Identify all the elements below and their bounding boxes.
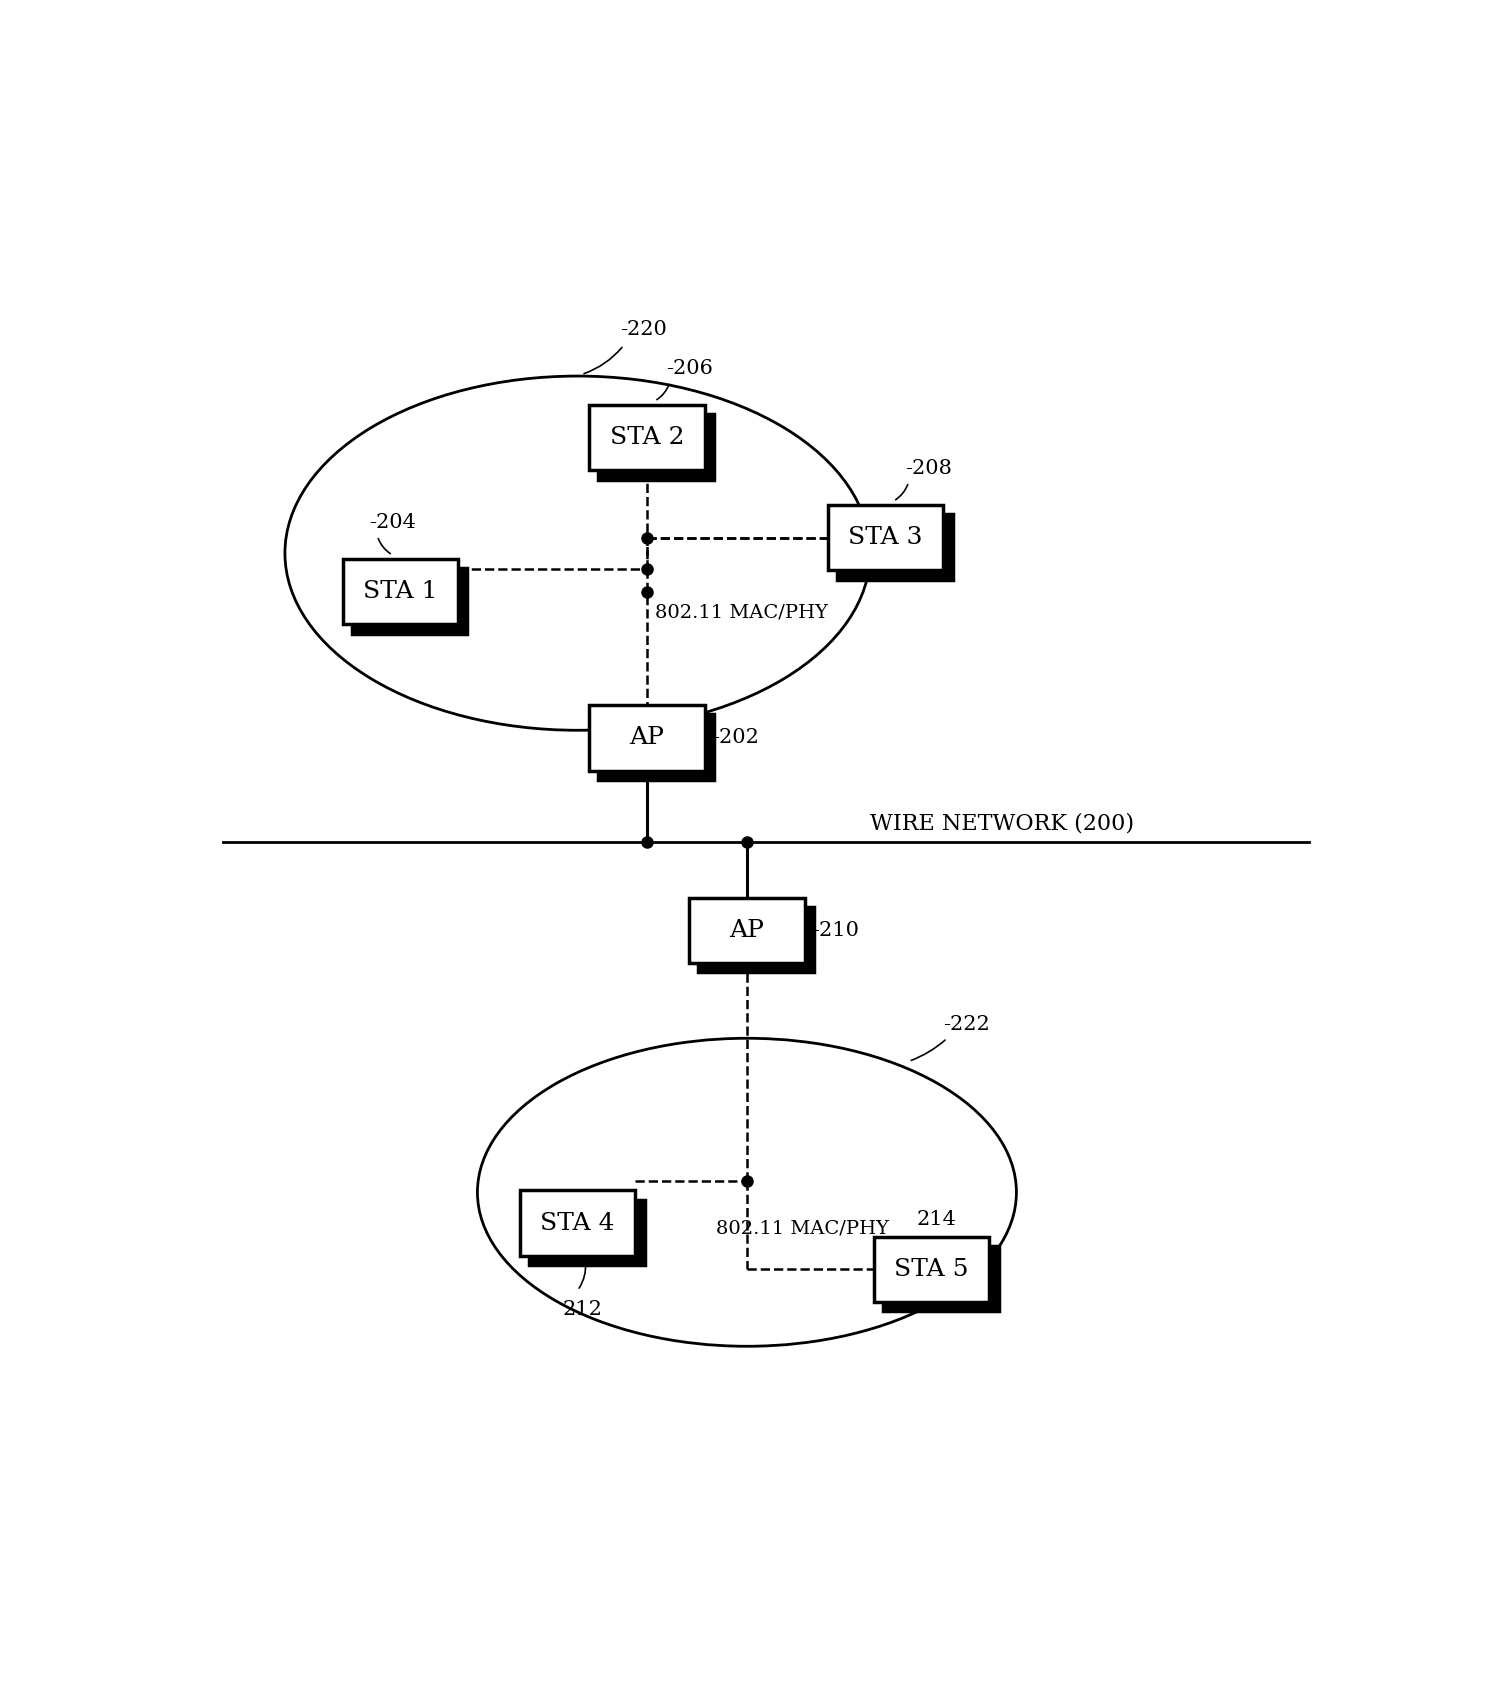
Text: 214: 214 <box>917 1209 956 1230</box>
Text: -204: -204 <box>370 513 417 531</box>
Text: STA 5: STA 5 <box>894 1259 969 1281</box>
FancyBboxPatch shape <box>352 569 468 634</box>
Ellipse shape <box>285 376 870 731</box>
Text: STA 4: STA 4 <box>541 1211 615 1235</box>
Text: WIRE NETWORK (200): WIRE NETWORK (200) <box>870 812 1134 834</box>
Text: -208: -208 <box>904 460 951 479</box>
Text: 212: 212 <box>562 1299 602 1318</box>
Text: -202: -202 <box>713 729 760 748</box>
Ellipse shape <box>477 1039 1016 1347</box>
FancyBboxPatch shape <box>528 1199 645 1265</box>
Text: -220: -220 <box>621 320 667 339</box>
FancyBboxPatch shape <box>689 897 805 964</box>
FancyBboxPatch shape <box>598 414 714 480</box>
FancyBboxPatch shape <box>343 559 458 625</box>
FancyBboxPatch shape <box>827 506 944 571</box>
FancyBboxPatch shape <box>837 514 953 579</box>
FancyBboxPatch shape <box>589 405 705 470</box>
Text: 802.11 MAC/PHY: 802.11 MAC/PHY <box>716 1219 889 1236</box>
Text: AP: AP <box>630 727 664 749</box>
FancyBboxPatch shape <box>874 1236 989 1303</box>
Text: AP: AP <box>729 920 764 942</box>
FancyBboxPatch shape <box>589 705 705 771</box>
Text: STA 2: STA 2 <box>610 426 684 450</box>
Text: -206: -206 <box>666 359 713 378</box>
Text: -210: -210 <box>812 921 859 940</box>
Text: STA 3: STA 3 <box>849 526 923 550</box>
Text: STA 1: STA 1 <box>364 581 438 603</box>
FancyBboxPatch shape <box>519 1190 636 1255</box>
FancyBboxPatch shape <box>598 715 714 780</box>
Text: 802.11 MAC/PHY: 802.11 MAC/PHY <box>654 603 827 622</box>
FancyBboxPatch shape <box>883 1247 998 1311</box>
FancyBboxPatch shape <box>699 908 814 972</box>
Text: -222: -222 <box>944 1015 991 1034</box>
